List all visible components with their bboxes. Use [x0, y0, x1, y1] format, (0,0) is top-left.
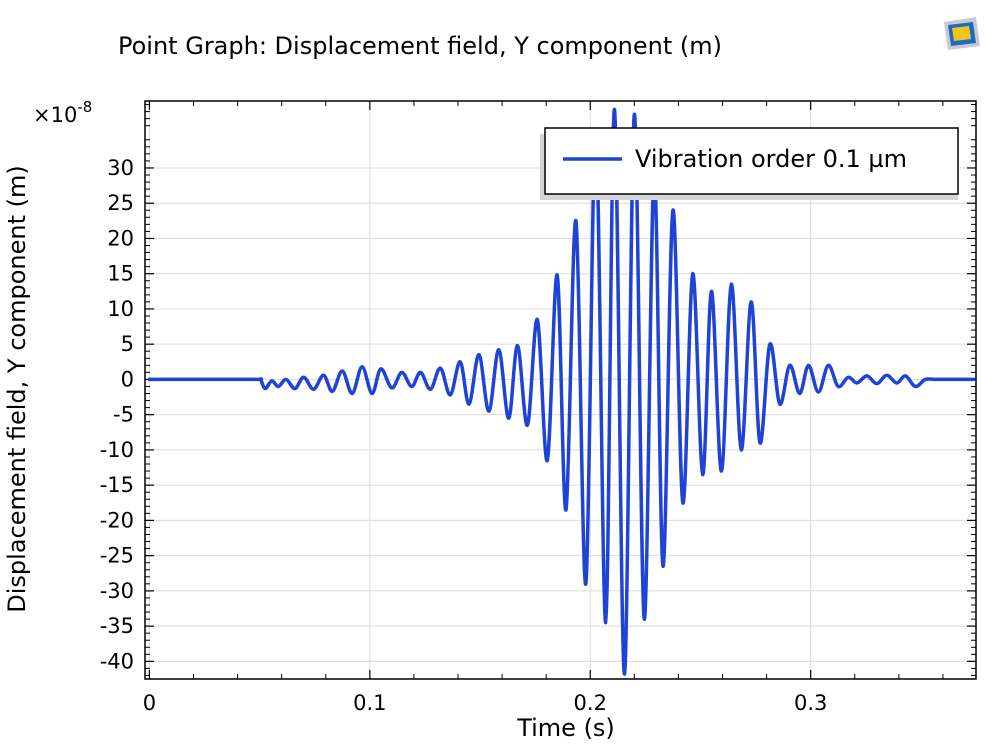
legend: Vibration order 0.1 µm: [540, 127, 959, 200]
y-tick-label: 15: [107, 262, 134, 286]
x-tick-label: 0.3: [794, 691, 827, 715]
y-tick-label: 5: [121, 332, 134, 356]
y-tick-label: 10: [107, 297, 134, 321]
y-tick-label: -15: [100, 473, 134, 497]
y-axis-label: Displacement field, Y component (m): [3, 165, 31, 612]
x-tick-label: 0.1: [353, 691, 386, 715]
y-tick-label: 0: [121, 367, 134, 391]
comsol-logo-icon: [944, 17, 980, 50]
x-tick-label: 0.2: [574, 691, 607, 715]
y-tick-labels: -40 -35 -30 -25 -20 -15 -10 -5 0 5 10 15 20 25 30: [100, 156, 134, 673]
series-line-vibration: [147, 107, 976, 676]
y-tick-label: -30: [100, 579, 134, 603]
y-tick-label: -25: [100, 544, 134, 568]
y-tick-label: -35: [100, 614, 134, 638]
y-tick-label: -5: [113, 403, 134, 427]
y-scale-exponent: -8: [77, 98, 92, 116]
plot-area-border: [144, 100, 977, 680]
y-tick-label: -40: [100, 649, 134, 673]
chart-title: Point Graph: Displacement field, Y compo…: [118, 32, 722, 60]
y-scale-factor: ×10-8: [33, 98, 92, 127]
y-tick-label: -10: [100, 438, 134, 462]
y-tick-label: 20: [107, 226, 134, 250]
y-tick-label: -20: [100, 508, 134, 532]
x-tick-label: 0: [143, 691, 156, 715]
legend-box: [544, 127, 959, 195]
y-tick-label: 25: [107, 191, 134, 215]
y-tick-label: 30: [107, 156, 134, 180]
legend-label: Vibration order 0.1 µm: [635, 145, 907, 173]
x-axis-label: Time (s): [516, 714, 615, 742]
x-tick-labels: 0 0.1 0.2 0.3: [143, 691, 828, 715]
